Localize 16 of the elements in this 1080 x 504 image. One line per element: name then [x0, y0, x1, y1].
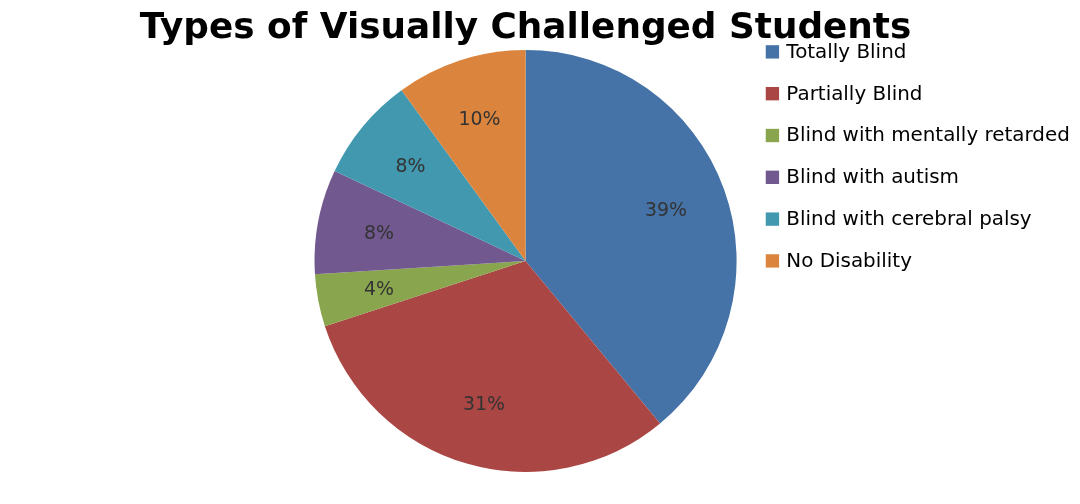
data-label: 8% [395, 153, 426, 176]
legend-label: Blind with cerebral palsy [786, 207, 1032, 231]
data-label: 10% [458, 106, 501, 129]
legend-label: Partially Blind [786, 81, 923, 105]
pie-slice [525, 49, 737, 424]
legend-label: No Disability [786, 248, 913, 272]
pie-slice [324, 260, 661, 472]
data-label: 31% [462, 392, 505, 415]
pie-slice [314, 171, 526, 275]
legend-label: Blind with mentally retarded [786, 123, 1070, 147]
data-label: 8% [363, 220, 394, 243]
legend-label: Blind with autism [786, 165, 959, 189]
data-label: 4% [363, 276, 394, 299]
pie-slice [334, 90, 526, 261]
pie-slice [314, 260, 526, 327]
data-label: 39% [645, 198, 688, 221]
